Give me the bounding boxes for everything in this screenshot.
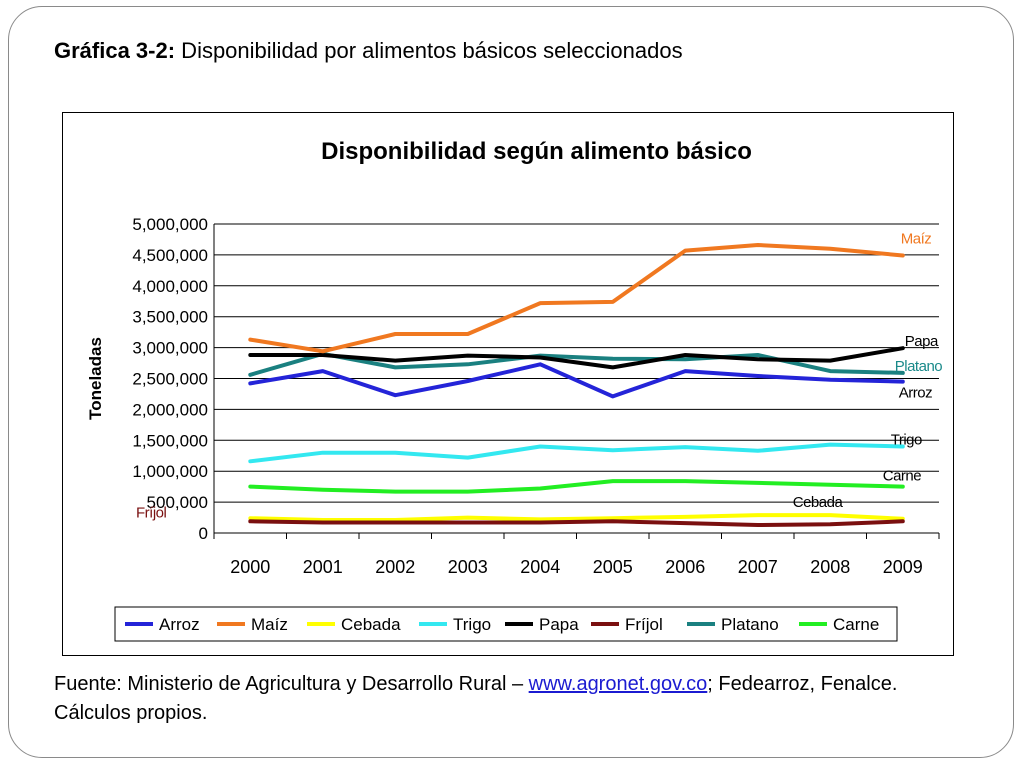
x-tick-label: 2007 xyxy=(738,557,778,577)
legend-label-trigo: Trigo xyxy=(453,615,491,634)
y-tick-label: 2,500,000 xyxy=(132,370,208,389)
y-tick-label: 500,000 xyxy=(147,493,208,512)
end-label-trigo: Trigo xyxy=(891,431,922,448)
source-prefix: Fuente: Ministerio de Agricultura y Desa… xyxy=(54,673,529,695)
series-line-trigo xyxy=(248,442,905,464)
x-tick-label: 2003 xyxy=(448,557,488,577)
y-tick-label: 4,500,000 xyxy=(132,246,208,265)
series-line-fríjol xyxy=(248,519,905,527)
x-tick-label: 2008 xyxy=(810,557,850,577)
legend-label-arroz: Arroz xyxy=(159,615,200,634)
title-prefix: Gráfica 3-2: xyxy=(54,38,176,63)
legend-label-maíz: Maíz xyxy=(251,615,288,634)
y-tick-label: 0 xyxy=(199,524,208,543)
series-line-papa xyxy=(248,346,905,370)
source-line2: Cálculos propios. xyxy=(54,702,208,724)
page-title: Gráfica 3-2: Disponibilidad por alimento… xyxy=(54,38,683,64)
source-suffix: ; Fedearroz, Fenalce. xyxy=(707,673,898,695)
end-label-papa: Papa xyxy=(905,333,939,350)
x-tick-label: 2000 xyxy=(230,557,270,577)
line-chart: Disponibilidad según alimento básico 0 500… xyxy=(86,138,943,642)
series-line-platano xyxy=(248,351,905,377)
legend-label-papa: Papa xyxy=(539,615,579,634)
y-tick-label: 1,000,000 xyxy=(132,462,208,481)
end-label-maíz: Maíz xyxy=(901,231,932,248)
x-tick-label: 2001 xyxy=(303,557,343,577)
end-label-carne: Carne xyxy=(883,468,922,485)
y-tick-label: 1,500,000 xyxy=(132,431,208,450)
end-label-platano: Platano xyxy=(895,358,943,375)
series-line-arroz xyxy=(248,362,905,399)
y-tick-label: 2,000,000 xyxy=(132,400,208,419)
legend-label-cebada: Cebada xyxy=(341,615,401,634)
y-tick-label: 3,500,000 xyxy=(132,308,208,327)
series-line-carne xyxy=(248,479,905,494)
x-tick-label: 2005 xyxy=(593,557,633,577)
source-note: Fuente: Ministerio de Agricultura y Desa… xyxy=(54,670,974,728)
legend-label-platano: Platano xyxy=(721,615,779,634)
end-label-fríjol: Fríjol xyxy=(136,504,167,521)
x-tick-label: 2004 xyxy=(520,557,560,577)
legend-label-carne: Carne xyxy=(833,615,879,634)
y-tick-label: 3,000,000 xyxy=(132,339,208,358)
slide-frame xyxy=(8,6,1014,758)
x-tick-label: 2006 xyxy=(665,557,705,577)
title-text: Disponibilidad por alimentos básicos sel… xyxy=(175,38,683,63)
x-tick-label: 2002 xyxy=(375,557,415,577)
chart-container: Disponibilidad según alimento básico 0 500… xyxy=(62,112,954,656)
y-axis-label: Toneladas xyxy=(86,337,105,420)
series-line-cebada xyxy=(248,513,905,522)
x-tick-label: 2009 xyxy=(883,557,923,577)
y-tick-label: 4,000,000 xyxy=(132,277,208,296)
chart-title: Disponibilidad según alimento básico xyxy=(321,138,752,165)
end-label-cebada: Cebada xyxy=(793,494,844,511)
y-tick-label: 5,000,000 xyxy=(132,215,208,234)
source-link[interactable]: www.agronet.gov.co xyxy=(528,673,708,695)
legend-label-fríjol: Fríjol xyxy=(625,615,663,634)
series-line-maíz xyxy=(248,243,905,354)
end-label-arroz: Arroz xyxy=(899,385,932,402)
